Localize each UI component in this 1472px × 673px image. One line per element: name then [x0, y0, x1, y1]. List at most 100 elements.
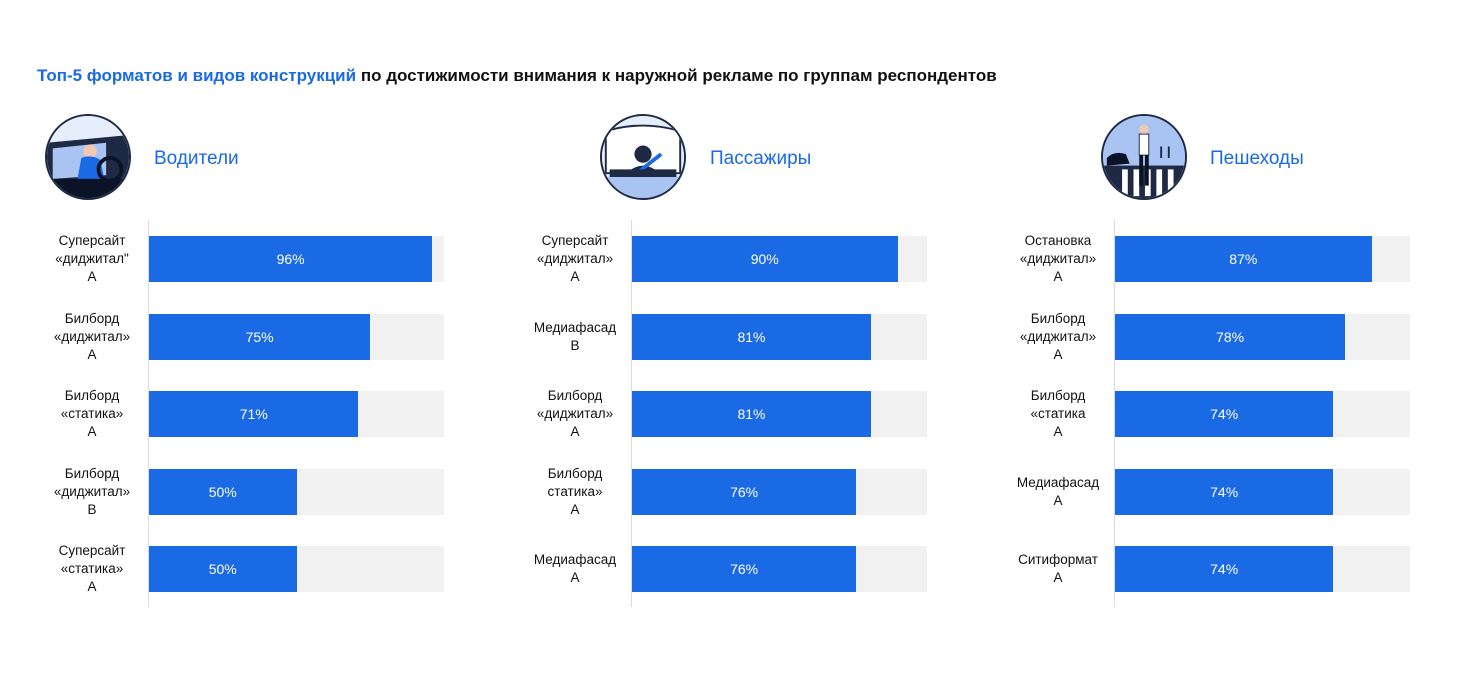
panel-header: Пассажиры [528, 112, 998, 204]
category-label-line: «диджитал» [536, 251, 614, 266]
category-label-line: «статика» [60, 561, 124, 576]
category-label-line: «диджитал» [53, 483, 131, 499]
category-label-line: A [570, 424, 580, 439]
category-label-line: «статика» [60, 406, 124, 421]
bar: 74% [1115, 546, 1334, 592]
bar-track: 81% [632, 391, 927, 437]
bar-track: 50% [149, 468, 444, 515]
category-label: Суперсайт «статика» A [40, 542, 144, 596]
category-label: Остановка «диджитал» A [1006, 232, 1110, 286]
bar: 76% [632, 468, 857, 515]
bar: 87% [1115, 236, 1372, 282]
bar-value-label: 74% [1210, 483, 1239, 500]
chart-panel-passengers: Пассажиры Суперсайт «диджитал» A 90% Медиафа… [528, 112, 998, 622]
category-label: Билборд «диджитал» A [1006, 310, 1110, 364]
driver-illustration-icon [45, 114, 131, 200]
group-title: Водители [154, 148, 239, 169]
category-label: Медиафасад A [1006, 474, 1110, 510]
category-label-line: A [87, 269, 97, 284]
bar: 90% [632, 236, 898, 282]
category-label-line: Суперсайт [58, 543, 126, 558]
bar: 74% [1115, 391, 1334, 437]
bar-track: 76% [632, 468, 927, 515]
category-label-line: A [87, 579, 97, 594]
chart-panel-pedestrians: Пешеходы Остановка «диджитал» A 87% Билборд «… [1011, 112, 1472, 622]
bar-row: Медиафасад A 76% [528, 546, 998, 592]
bar-value-label: 87% [1229, 251, 1258, 267]
bar-row: Билборд «диджитал» A 78% [1011, 311, 1472, 362]
category-label-line: «диджитал» [53, 328, 131, 344]
bar-value-label: 96% [276, 251, 305, 267]
category-label-line: Билборд [1030, 310, 1086, 326]
category-label-line: A [1053, 424, 1063, 439]
bar-row: Билборд «статика» A 71% [45, 388, 515, 439]
category-label-line: «диджитал» [1019, 251, 1097, 266]
bar-value-label: 78% [1216, 328, 1245, 345]
bar: 75% [149, 313, 371, 360]
y-axis-line [148, 220, 149, 607]
bar: 50% [149, 546, 297, 592]
category-label-line: Суперсайт [58, 233, 126, 248]
bar-row: Билборд «диджитал» B 50% [45, 466, 515, 517]
bar-row: Медиафасад A 74% [1011, 468, 1472, 515]
bar-value-label: 81% [737, 328, 766, 345]
group-title: Пешеходы [1210, 148, 1304, 169]
category-label-line: Остановка [1024, 233, 1092, 248]
category-label-line: Медиафасад [1016, 474, 1100, 490]
bar-track: 75% [149, 313, 444, 360]
bar-track: 78% [1115, 313, 1410, 360]
bar-track: 81% [632, 313, 927, 360]
bar: 74% [1115, 468, 1334, 515]
bar-value-label: 90% [750, 251, 779, 267]
bar-track: 74% [1115, 391, 1410, 437]
bar-track: 87% [1115, 236, 1410, 282]
category-label-line: B [87, 501, 97, 517]
bar: 71% [149, 391, 359, 437]
category-label-line: Ситиформат [1018, 552, 1098, 567]
bar: 81% [632, 391, 871, 437]
category-label: Суперсайт «диджитал» A [523, 232, 627, 286]
category-label-line: Билборд [64, 388, 120, 403]
bar-track: 96% [149, 236, 444, 282]
bar-row: Билборд «диджитал» A 81% [528, 388, 998, 439]
category-label: Билборд статика» A [523, 465, 627, 519]
bar: 76% [632, 546, 857, 592]
category-label-line: «диджитал" [55, 251, 129, 266]
pedestrian-illustration-icon [1101, 114, 1187, 200]
bar-row: Медиафасад B 81% [528, 313, 998, 360]
bar-track: 71% [149, 391, 444, 437]
category-label-line: «статика [1030, 406, 1086, 421]
bar-row: Суперсайт «статика» A 50% [45, 543, 515, 594]
bar-row: Остановка «диджитал» A 87% [1011, 233, 1472, 284]
bar-track: 76% [632, 546, 927, 592]
category-label-line: A [1053, 492, 1063, 508]
bar-track: 90% [632, 236, 927, 282]
bar-value-label: 76% [730, 561, 759, 577]
y-axis-line [631, 220, 632, 607]
category-label-line: Билборд [64, 465, 120, 481]
category-label-line: Билборд [547, 465, 603, 481]
category-label-line: «диджитал» [536, 406, 614, 421]
category-label-line: Билборд [1030, 388, 1086, 403]
category-label-line: A [87, 346, 97, 362]
category-label-line: Билборд [64, 310, 120, 326]
bar-row: Билборд «диджитал» A 75% [45, 311, 515, 362]
category-label: Ситиформат A [1006, 551, 1110, 587]
bar-row: Суперсайт «диджитал» A 90% [528, 233, 998, 284]
category-label: Суперсайт «диджитал" A [40, 232, 144, 286]
bar: 81% [632, 313, 871, 360]
bar-track: 74% [1115, 546, 1410, 592]
category-label-line: Медиафасад [533, 319, 617, 335]
page-title: Топ-5 форматов и видов конструкций по до… [37, 66, 997, 86]
group-title: Пассажиры [710, 148, 812, 169]
bar-value-label: 71% [239, 406, 268, 422]
bar-row: Суперсайт «диджитал" A 96% [45, 233, 515, 284]
bar-value-label: 50% [208, 561, 237, 577]
category-label-line: Суперсайт [541, 233, 609, 248]
bar: 50% [149, 468, 297, 515]
bar: 78% [1115, 313, 1346, 360]
category-label-line: A [570, 501, 580, 517]
category-label-line: A [570, 570, 580, 585]
category-label: Билборд «диджитал» B [40, 465, 144, 519]
category-label: Билборд «диджитал» A [523, 387, 627, 441]
